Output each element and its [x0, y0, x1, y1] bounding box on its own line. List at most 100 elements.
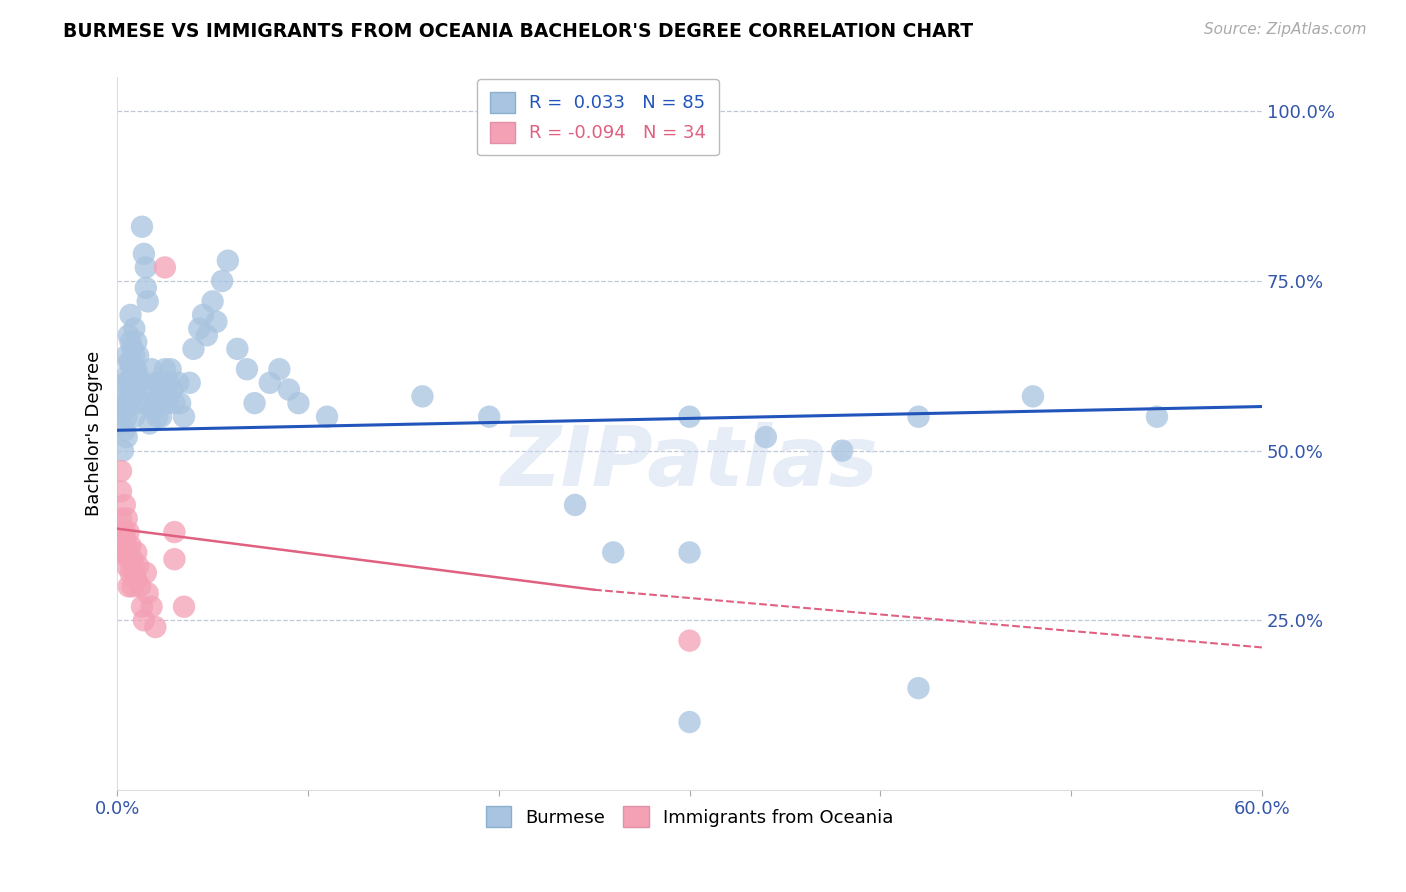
Point: [678, 633, 700, 648]
Point: [117, 328, 139, 343]
Point: [755, 430, 778, 444]
Point: [136, 586, 159, 600]
Point: [111, 524, 134, 539]
Point: [141, 362, 163, 376]
Point: [115, 389, 138, 403]
Point: [120, 539, 142, 553]
Point: [243, 396, 266, 410]
Point: [110, 464, 132, 478]
Point: [201, 294, 224, 309]
Point: [117, 396, 139, 410]
Point: [115, 511, 138, 525]
Point: [136, 294, 159, 309]
Point: [162, 383, 184, 397]
Point: [191, 308, 214, 322]
Point: [148, 376, 170, 390]
Point: [564, 498, 586, 512]
Point: [115, 559, 138, 574]
Point: [127, 369, 149, 384]
Point: [678, 545, 700, 559]
Point: [117, 524, 139, 539]
Point: [115, 369, 138, 384]
Point: [117, 355, 139, 369]
Point: [1022, 389, 1045, 403]
Point: [138, 417, 160, 431]
Point: [111, 396, 134, 410]
Point: [411, 389, 433, 403]
Text: ZIPatlas: ZIPatlas: [501, 422, 879, 503]
Point: [121, 579, 143, 593]
Point: [125, 573, 148, 587]
Point: [110, 484, 132, 499]
Point: [127, 559, 149, 574]
Point: [287, 396, 309, 410]
Point: [120, 308, 142, 322]
Point: [117, 376, 139, 390]
Point: [150, 409, 173, 424]
Point: [143, 620, 166, 634]
Point: [678, 409, 700, 424]
Text: Source: ZipAtlas.com: Source: ZipAtlas.com: [1204, 22, 1367, 37]
Point: [132, 247, 155, 261]
Point: [163, 396, 186, 410]
Point: [114, 423, 136, 437]
Point: [110, 511, 132, 525]
Point: [125, 362, 148, 376]
Point: [217, 253, 239, 268]
Point: [111, 443, 134, 458]
Point: [169, 396, 191, 410]
Point: [143, 396, 166, 410]
Point: [478, 409, 501, 424]
Point: [167, 376, 190, 390]
Point: [114, 403, 136, 417]
Point: [132, 613, 155, 627]
Point: [146, 409, 169, 424]
Text: BURMESE VS IMMIGRANTS FROM OCEANIA BACHELOR'S DEGREE CORRELATION CHART: BURMESE VS IMMIGRANTS FROM OCEANIA BACHE…: [63, 22, 973, 41]
Point: [1146, 409, 1168, 424]
Point: [195, 328, 218, 343]
Point: [110, 417, 132, 431]
Point: [173, 599, 195, 614]
Point: [277, 383, 299, 397]
Point: [125, 383, 148, 397]
Point: [120, 566, 142, 580]
Point: [121, 389, 143, 403]
Point: [121, 342, 143, 356]
Point: [907, 681, 929, 695]
Point: [129, 396, 152, 410]
Point: [124, 321, 146, 335]
Point: [678, 714, 700, 729]
Point: [120, 383, 142, 397]
Point: [269, 362, 291, 376]
Point: [141, 383, 163, 397]
Point: [173, 409, 195, 424]
Point: [153, 383, 176, 397]
Point: [135, 566, 157, 580]
Point: [129, 579, 152, 593]
Point: [135, 260, 157, 275]
Point: [236, 362, 259, 376]
Point: [125, 545, 148, 559]
Point: [115, 539, 138, 553]
Point: [127, 349, 149, 363]
Point: [114, 498, 136, 512]
Point: [259, 376, 281, 390]
Point: [148, 396, 170, 410]
Point: [120, 334, 142, 349]
Point: [179, 376, 201, 390]
Point: [114, 524, 136, 539]
Point: [153, 362, 176, 376]
Point: [163, 552, 186, 566]
Point: [211, 274, 233, 288]
Point: [114, 545, 136, 559]
Point: [111, 545, 134, 559]
Point: [157, 376, 180, 390]
Point: [121, 369, 143, 384]
Point: [907, 409, 929, 424]
Point: [156, 396, 179, 410]
Point: [115, 409, 138, 424]
Point: [114, 376, 136, 390]
Point: [120, 355, 142, 369]
Legend: Burmese, Immigrants from Oceania: Burmese, Immigrants from Oceania: [478, 799, 901, 834]
Point: [143, 376, 166, 390]
